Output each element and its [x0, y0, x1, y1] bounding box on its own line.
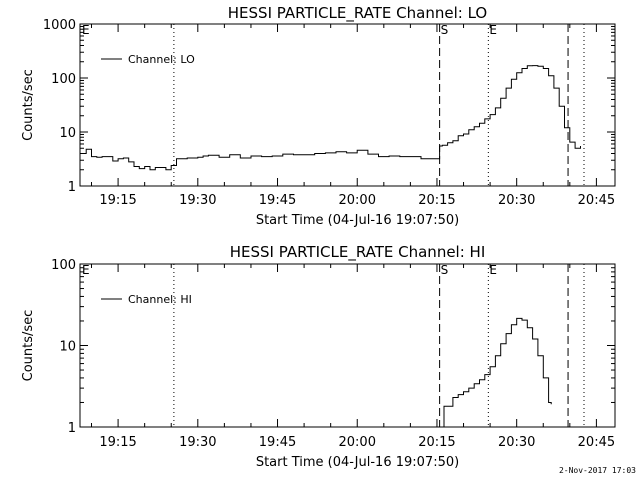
x-tick-label: 20:15	[418, 435, 455, 450]
x-tick-label: 20:15	[418, 193, 455, 208]
legend-label: Channel: LO	[128, 53, 195, 66]
x-tick-label: 19:45	[259, 435, 296, 450]
y-tick-label: 1	[68, 421, 76, 436]
corner-label: E	[82, 23, 90, 37]
corner-label: E	[82, 263, 90, 277]
x-tick-label: 19:30	[179, 193, 216, 208]
chart-panel-1: HESSI PARTICLE_RATE Channel: LO Counts/se…	[21, 4, 616, 228]
marker-label: E	[489, 263, 497, 277]
y-tick-label: 100	[51, 258, 76, 273]
chart-panel-2: HESSI PARTICLE_RATE Channel: HI Counts/se…	[21, 243, 616, 470]
legend-label: Channel: HI	[128, 293, 192, 306]
y-tick-label: 1000	[43, 18, 76, 33]
footer-date: 2-Nov-2017 17:03	[558, 466, 636, 475]
x-tick-label: 20:00	[339, 435, 376, 450]
x-tick-label: 19:30	[179, 435, 216, 450]
y-tick-label: 10	[59, 126, 76, 141]
x-tick-label: 20:30	[498, 193, 535, 208]
marker-label: S	[441, 23, 449, 37]
y-tick-label: 10	[59, 340, 76, 355]
chart-title: HESSI PARTICLE_RATE Channel: LO	[228, 4, 487, 23]
series-line	[80, 65, 581, 171]
x-axis-label: Start Time (04-Jul-16 19:07:50)	[256, 213, 459, 228]
y-tick-label: 1	[68, 180, 76, 195]
series-line	[440, 317, 552, 428]
x-tick-label: 20:00	[339, 193, 376, 208]
plot-frame	[79, 23, 616, 187]
x-axis-label: Start Time (04-Jul-16 19:07:50)	[256, 455, 459, 470]
marker-label: E	[489, 23, 497, 37]
x-tick-label: 19:15	[99, 435, 136, 450]
y-axis-label: Counts/sec	[21, 69, 36, 141]
x-tick-label: 20:30	[498, 435, 535, 450]
marker-label: S	[441, 263, 449, 277]
chart-title: HESSI PARTICLE_RATE Channel: HI	[230, 243, 486, 262]
y-axis-label: Counts/sec	[21, 310, 36, 382]
x-tick-label: 19:15	[99, 193, 136, 208]
plot-frame	[79, 263, 616, 428]
y-tick-label: 100	[51, 72, 76, 87]
x-tick-label: 20:45	[578, 193, 615, 208]
x-tick-label: 19:45	[259, 193, 296, 208]
x-tick-label: 20:45	[578, 435, 615, 450]
